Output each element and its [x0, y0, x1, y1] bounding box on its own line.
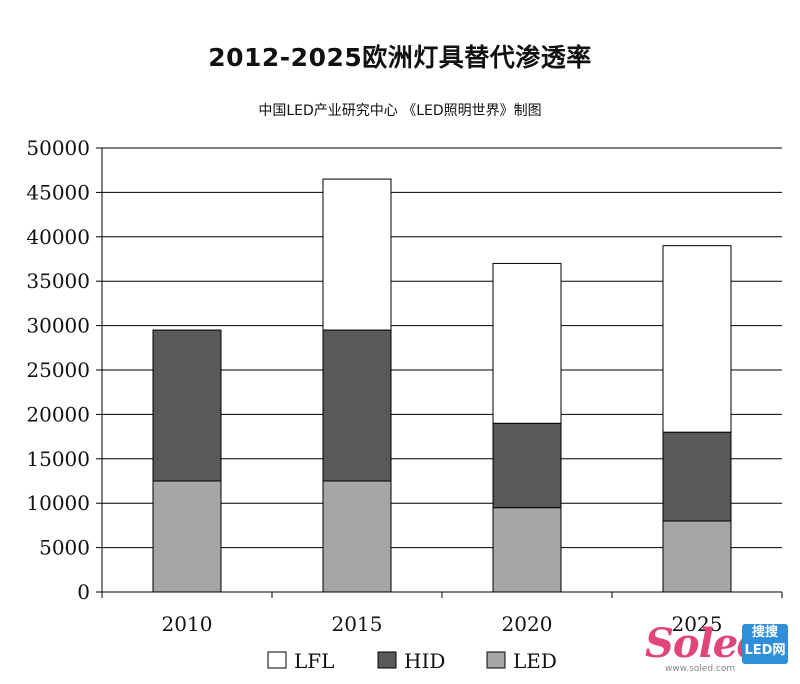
watermark-logo: Soled 搜搜 LED网 www.soled.com [645, 620, 795, 680]
bar-segment-hid [322, 329, 392, 482]
legend-label-led: LED [513, 649, 557, 673]
watermark-site: www.soled.com [665, 664, 736, 674]
legend-label-lfl: LFL [294, 649, 334, 673]
legend-swatch-lfl [267, 651, 287, 669]
y-tick-label: 45000 [26, 180, 90, 204]
bar-segment-lfl [492, 262, 562, 424]
y-tick-label: 10000 [26, 491, 90, 515]
x-tick-label: 2020 [502, 612, 553, 636]
legend-label-hid: HID [404, 649, 445, 673]
x-tick-label: 2015 [332, 612, 383, 636]
bar-segment-led [662, 520, 732, 593]
bar-segment-led [322, 480, 392, 593]
legend-swatch-led [486, 651, 506, 669]
bar-segment-lfl [322, 178, 392, 331]
chart-subtitle: 中国LED产业研究中心 《LED照明世界》制图 [258, 103, 542, 119]
watermark-badge-line2: LED网 [744, 643, 786, 658]
x-tick-label: 2025 [672, 612, 723, 636]
y-tick-label: 50000 [26, 136, 90, 160]
chart-title: 2012-2025欧洲灯具替代渗透率 [208, 43, 592, 72]
watermark-badge-line1: 搜搜 [751, 625, 778, 640]
y-tick-label: 30000 [26, 314, 90, 338]
y-tick-label: 15000 [26, 447, 90, 471]
bar-segment-hid [152, 329, 222, 482]
bar-segment-led [492, 507, 562, 593]
bar-segment-hid [662, 431, 732, 522]
y-tick-label: 35000 [26, 269, 90, 293]
y-tick-label: 20000 [26, 402, 90, 426]
y-tick-label: 25000 [26, 358, 90, 382]
bar-segment-lfl [662, 245, 732, 433]
bar-segment-led [152, 480, 222, 593]
y-tick-label: 40000 [26, 225, 90, 249]
x-tick-label: 2010 [162, 612, 213, 636]
bar-segment-hid [492, 422, 562, 509]
y-tick-label: 5000 [39, 536, 90, 560]
watermark-badge: 搜搜 LED网 [742, 624, 788, 664]
y-tick-label: 0 [77, 580, 90, 604]
legend-swatch-hid [377, 651, 397, 669]
